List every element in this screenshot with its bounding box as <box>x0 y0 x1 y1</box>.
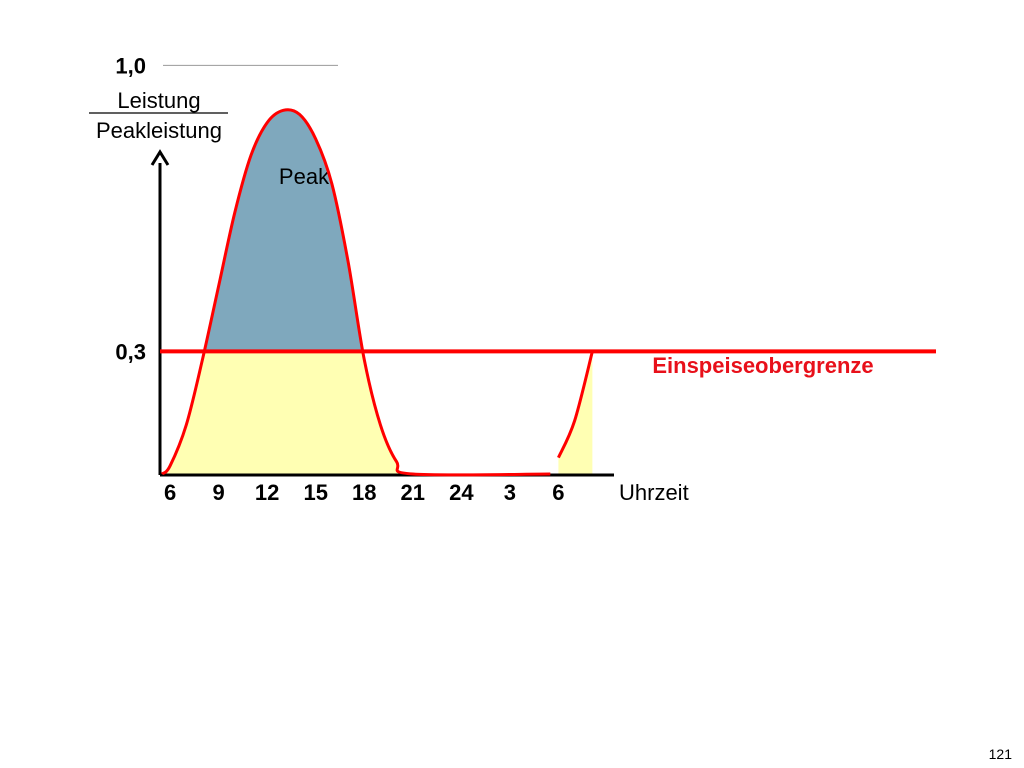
marks-group: 1,0 0,3 6 9 12 15 18 21 24 3 6 <box>115 53 936 505</box>
x-tick-label: 15 <box>303 480 327 505</box>
y-tick-label: 0,3 <box>115 339 146 364</box>
x-tick-label: 6 <box>552 480 564 505</box>
area-above-limit-1 <box>204 109 363 352</box>
area-below-limit-1 <box>162 351 551 475</box>
power-curve-1 <box>160 108 551 477</box>
x-tick-label: 9 <box>213 480 225 505</box>
y-axis-arrow <box>150 149 170 166</box>
ylabel-numerator: Leistung <box>117 88 200 113</box>
x-tick-label: 12 <box>255 480 279 505</box>
x-tick-label: 6 <box>164 480 176 505</box>
areas-group <box>162 109 593 475</box>
x-tick-label: 24 <box>449 480 474 505</box>
x-tick-label: 21 <box>401 480 425 505</box>
power-curve-2 <box>557 351 594 459</box>
x-tick-label: 18 <box>352 480 376 505</box>
xlabel: Uhrzeit <box>619 480 689 505</box>
limit-label: Einspeiseobergrenze <box>652 353 873 378</box>
peak-label: Peak <box>279 164 330 189</box>
ylabel-denominator: Peakleistung <box>96 118 222 143</box>
x-tick-label: 3 <box>504 480 516 505</box>
y-tick-label: 1,0 <box>115 53 146 78</box>
page-number: 121 <box>988 746 1012 762</box>
